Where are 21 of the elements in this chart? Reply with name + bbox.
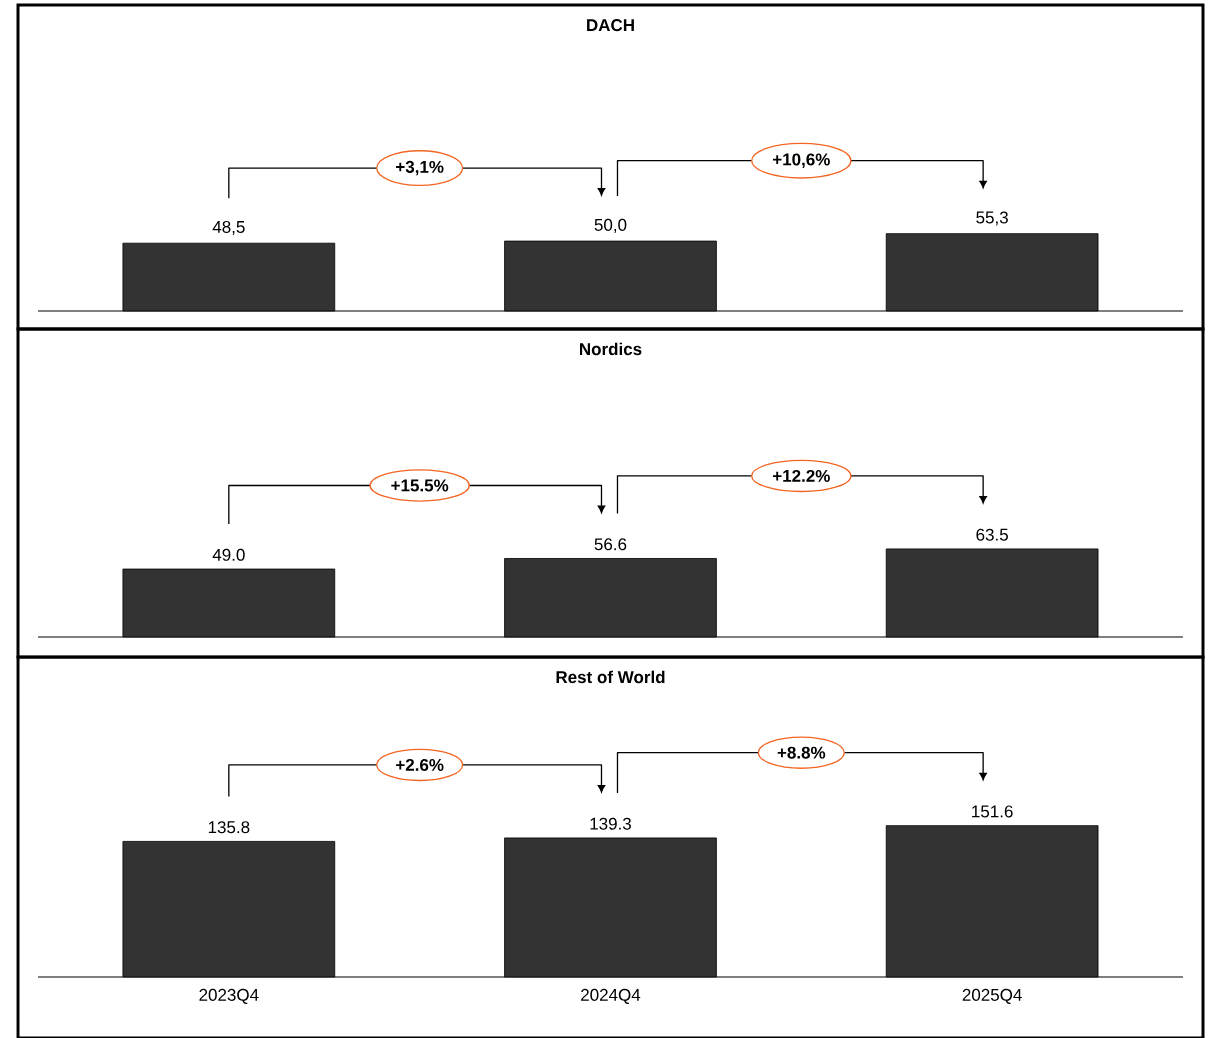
data-label: 56.6 — [594, 538, 627, 551]
text: +12.2% — [772, 469, 830, 482]
data-label: 135.8 — [208, 821, 250, 834]
text: +15.5% — [391, 479, 449, 492]
data-label: 63.5 — [976, 528, 1008, 541]
text: +3,1% — [396, 160, 444, 176]
data-label: 50,0 — [594, 218, 627, 233]
chart-title: DACH — [587, 19, 634, 32]
text: +2.6% — [396, 758, 444, 771]
data-label: 48,5 — [212, 220, 245, 235]
chart-title: Nordics — [579, 342, 642, 356]
x-tick-label: 2024Q4 — [581, 988, 641, 1004]
text: +10,6% — [772, 153, 830, 168]
data-label: 151.6 — [972, 805, 1013, 818]
text: +8.8% — [777, 746, 826, 759]
chart-title: Rest of World — [556, 670, 665, 684]
x-tick-label: 2025Q4 — [962, 988, 1022, 1004]
x-tick-label: 2023Q4 — [199, 988, 259, 1004]
data-label: 49.0 — [212, 548, 245, 561]
data-label: 139.3 — [590, 817, 631, 830]
data-label: 55,3 — [976, 211, 1008, 226]
